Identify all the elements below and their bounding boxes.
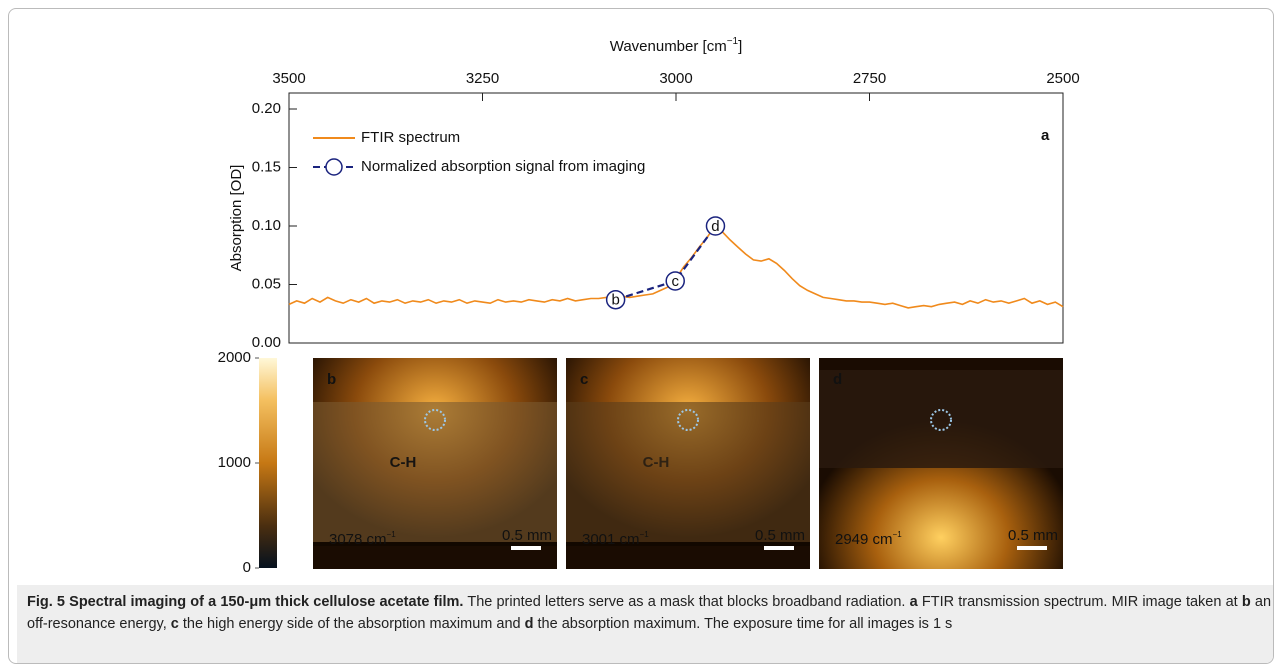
y-tick-label: 0.20 — [252, 100, 281, 117]
wavenumber-exponent: −1 — [387, 530, 397, 539]
scale-label: 0.5 mm — [1008, 527, 1058, 544]
x-tick-label: 2750 — [853, 70, 886, 87]
wavenumber: 2949 cm — [835, 531, 893, 548]
panel-label: d — [833, 371, 842, 388]
legend-label: Normalized absorption signal from imagin… — [361, 158, 645, 175]
scale-label: 0.5 mm — [755, 527, 805, 544]
mask-letters: C-H — [390, 454, 417, 471]
point-label: c — [671, 273, 679, 290]
wavenumber-label: 3001 cm−1 — [582, 530, 649, 548]
data-point — [705, 216, 726, 236]
data-point — [605, 289, 626, 310]
wavenumber: 3078 cm — [329, 531, 387, 548]
colorbar — [259, 358, 277, 568]
legend-label: FTIR spectrum — [361, 129, 460, 146]
colorbar-label: 1000 — [218, 454, 251, 471]
caption-text: The printed letters serve as a mask that… — [463, 594, 910, 610]
wavenumber: 3001 cm — [582, 531, 640, 548]
wavenumber-exponent: −1 — [640, 530, 650, 539]
caption-text: FTIR transmission spectrum. MIR image ta… — [917, 594, 1242, 610]
wavenumber-exponent: −1 — [893, 530, 903, 539]
point-label: d — [711, 218, 719, 235]
x-tick-label: 3250 — [466, 70, 499, 87]
film-band — [566, 402, 810, 544]
scale-label: 0.5 mm — [502, 527, 552, 544]
colorbar-label: 2000 — [218, 349, 251, 366]
caption-text: b — [1241, 594, 1251, 610]
caption-text: c — [170, 616, 179, 632]
roi-circle — [424, 409, 446, 431]
y-axis-title: Absorption [OD] — [228, 165, 245, 272]
figure-frame: Wavenumber [cm−1] Absorption [OD] a 0 100… — [8, 8, 1274, 664]
series-line — [288, 224, 1064, 309]
caption-text: the high energy side of the absorption m… — [178, 616, 525, 632]
film-band — [313, 402, 557, 544]
y-tick-label: 0.00 — [252, 334, 281, 351]
x-tick-label: 2500 — [1046, 70, 1079, 87]
wavenumber-label: 2949 cm−1 — [835, 530, 902, 548]
legend-marker — [325, 158, 343, 176]
scale-bar — [511, 546, 541, 550]
data-point — [665, 271, 685, 291]
y-tick-label: 0.05 — [252, 275, 281, 292]
x-tick-label: 3000 — [659, 70, 692, 87]
panel-label: c — [580, 371, 588, 388]
roi-circle — [930, 409, 952, 431]
colorbar-label: 0 — [243, 559, 251, 576]
film-band — [819, 370, 1063, 468]
wavenumber-label: 3078 cm−1 — [329, 530, 396, 548]
figure: Wavenumber [cm−1] Absorption [OD] a 0 100… — [218, 36, 1080, 576]
caption-title: Fig. 5 Spectral imaging of a 150-μm thic… — [27, 594, 464, 610]
caption-text: a — [909, 594, 918, 610]
point-label: b — [611, 292, 619, 309]
y-tick-label: 0.15 — [252, 158, 281, 175]
mask-letters: C-H — [643, 454, 670, 471]
x-axis-title: Wavenumber [cm−1] — [610, 36, 743, 55]
y-tick-label: 0.10 — [252, 217, 281, 234]
caption-text: an off-resonance energy, — [27, 594, 1272, 632]
caption: Fig. 5 Spectral imaging of a 150-μm thic… — [17, 585, 1273, 663]
scale-bar — [764, 546, 794, 550]
caption-text: the absorption maximum. The exposure tim… — [533, 616, 953, 632]
x-tick-label: 3500 — [272, 70, 305, 87]
caption-text: d — [524, 616, 534, 632]
panel-label: b — [327, 371, 336, 388]
panel-label: a — [1041, 127, 1050, 144]
roi-circle — [677, 409, 699, 431]
scale-bar — [1017, 546, 1047, 550]
